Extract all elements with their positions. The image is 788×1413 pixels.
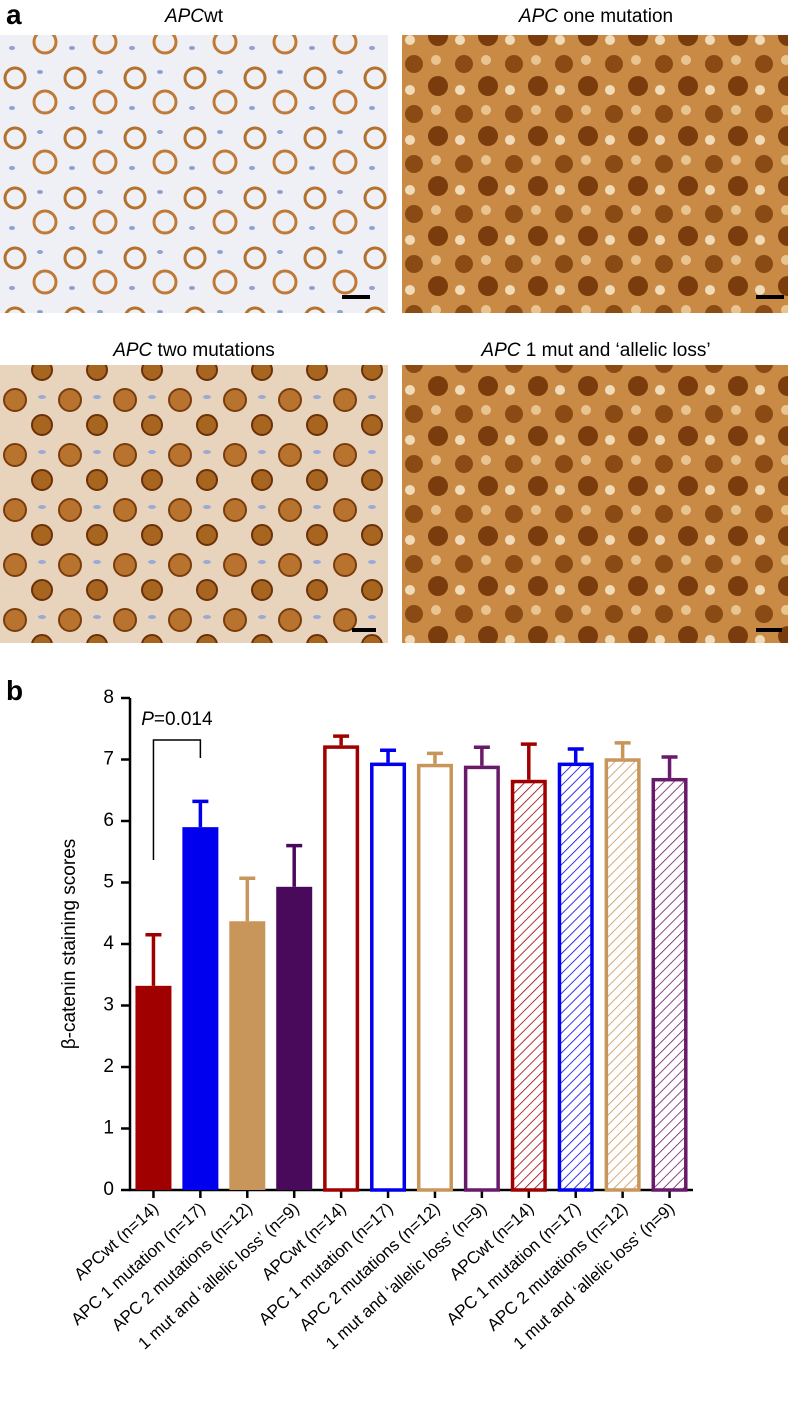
bar — [323, 745, 360, 1192]
panel-title: APC one mutation — [518, 6, 673, 27]
y-axis-label: β-catenin staining scores — [59, 839, 80, 1050]
bar — [604, 758, 641, 1192]
panel-title-italic: APC — [480, 340, 520, 361]
annotation: P=0.014 — [141, 709, 213, 730]
y-tick-label: 3 — [103, 995, 114, 1016]
bar — [651, 777, 688, 1192]
bar — [557, 762, 594, 1192]
annotation-italic: P — [141, 709, 154, 730]
bar — [135, 985, 172, 1190]
y-tick-label: 2 — [103, 1056, 114, 1077]
bar — [510, 779, 547, 1192]
bar — [370, 762, 407, 1192]
panel-title-italic: APC — [164, 6, 204, 27]
y-tick-label: 7 — [103, 749, 114, 770]
y-tick-label: 1 — [103, 1118, 114, 1139]
micrograph — [0, 35, 388, 313]
panel-title-text: 1 mut and ‘allelic loss’ — [520, 340, 710, 361]
y-tick-label: 6 — [103, 810, 114, 831]
panel-title-italic: APC — [518, 6, 558, 27]
y-tick-label: 0 — [103, 1179, 114, 1200]
significance-bracket — [152, 739, 202, 860]
y-tick-label: 5 — [103, 872, 114, 893]
panel-title-italic: APC — [112, 340, 152, 361]
panel-label: b — [6, 675, 23, 706]
bar — [229, 921, 266, 1190]
bar — [276, 886, 313, 1190]
panel-title-text: wt — [203, 6, 224, 27]
panel-title: APC two mutations — [112, 340, 275, 361]
y-tick-label: 8 — [103, 687, 114, 708]
panel-title: APC 1 mut and ‘allelic loss’ — [480, 340, 710, 361]
bar — [463, 765, 500, 1192]
bar — [182, 827, 219, 1190]
panel-title-text: one mutation — [558, 6, 673, 27]
bar — [416, 763, 453, 1192]
panel-label: a — [6, 0, 22, 30]
micrograph — [402, 365, 788, 643]
y-tick-label: 4 — [103, 933, 114, 954]
panel-title: APCwt — [164, 6, 224, 27]
panel-title-text: two mutations — [152, 340, 275, 361]
micrograph — [402, 35, 788, 313]
annotation-text: =0.014 — [154, 709, 213, 730]
micrograph — [0, 365, 388, 643]
